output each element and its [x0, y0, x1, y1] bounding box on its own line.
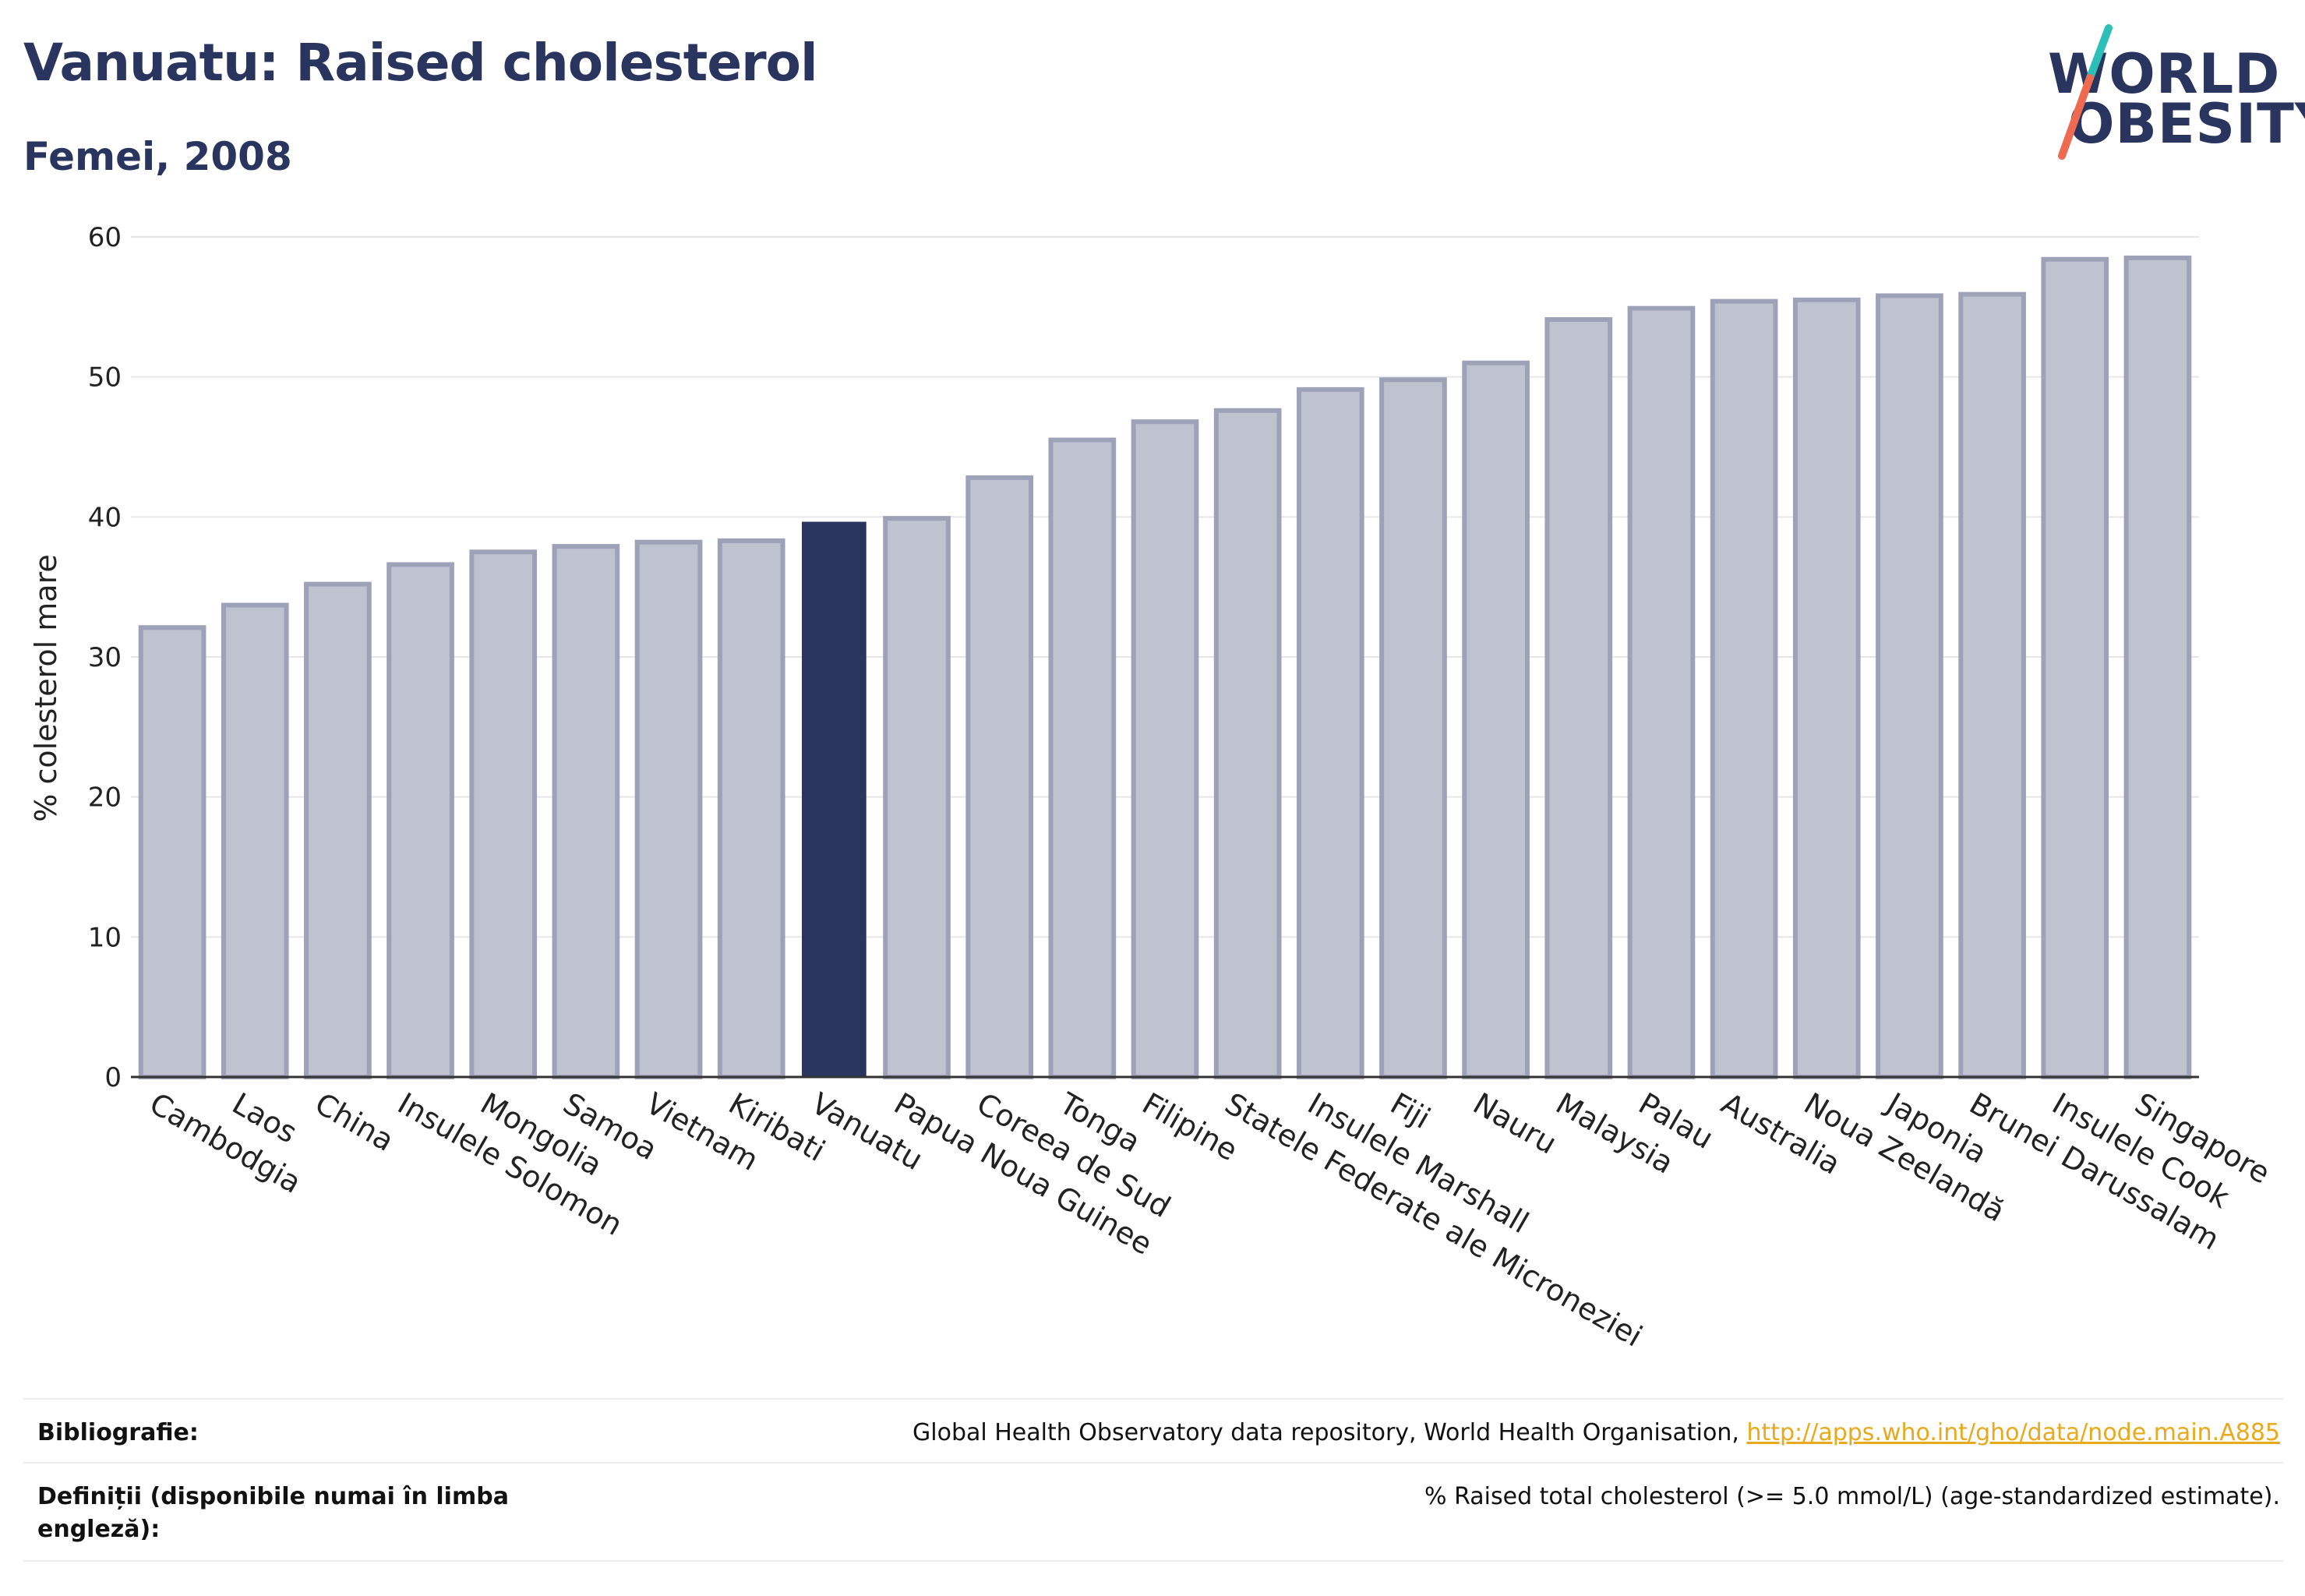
bar-filipine — [1131, 419, 1199, 1080]
bibliography-label: Bibliografie: — [37, 1419, 199, 1446]
bar-fiji — [1379, 377, 1447, 1079]
y-tick-label: 60 — [88, 222, 122, 253]
bibliography-text: Global Health Observatory data repositor… — [912, 1419, 1747, 1446]
footer-divider-bottom — [23, 1560, 2283, 1562]
footer-divider-middle — [23, 1462, 2283, 1464]
logo-line-2: OBESITY — [2068, 92, 2305, 156]
definitions-value: % Raised total cholesterol (>= 5.0 mmol/… — [1424, 1483, 2280, 1510]
bar-japonia — [1876, 293, 1943, 1079]
bar-tonga — [1048, 437, 1117, 1079]
bar-noua-zeelandă — [1792, 297, 1861, 1080]
footer-divider-top — [23, 1398, 2283, 1400]
bar-nauru — [1462, 360, 1530, 1079]
x-tick-label: Nauru — [1467, 1086, 1562, 1161]
chart-subtitle: Femei, 2008 — [23, 134, 292, 179]
bar-statele-federate-ale-microneziei — [1213, 408, 1282, 1079]
chart-title: Vanuatu: Raised cholesterol — [23, 33, 818, 93]
bar-insulele-solomon — [387, 562, 454, 1080]
definitions-label-line2: engleză): — [37, 1516, 161, 1543]
y-tick-label: 30 — [88, 642, 122, 673]
bar-insulele-cook — [2041, 256, 2109, 1079]
y-tick-label: 20 — [88, 782, 122, 814]
bar-brunei-darussalam — [1958, 291, 2026, 1079]
bar-laos — [221, 602, 289, 1079]
bar-singapore — [2123, 255, 2192, 1080]
bar-samoa — [552, 544, 620, 1079]
bar-papua-noua-guinee — [883, 516, 951, 1079]
y-tick-label: 50 — [88, 362, 122, 394]
definitions-label-line1: Definiții (disponibile numai în limba — [37, 1483, 509, 1510]
y-axis-label: % colesterol mare — [29, 554, 63, 821]
bar-kiribati — [717, 538, 785, 1080]
world-obesity-logo[interactable]: WORLD OBESITY — [2034, 23, 2305, 164]
bar-cambodgia — [138, 625, 206, 1079]
bar-china — [304, 581, 372, 1080]
x-tick-label: China — [309, 1086, 400, 1158]
y-tick-label: 0 — [104, 1062, 122, 1093]
definitions-label: Definiții (disponibile numai în limba en… — [37, 1481, 509, 1546]
bar-palau — [1627, 305, 1696, 1079]
bar-mongolia — [469, 549, 538, 1079]
bar-australia — [1710, 298, 1778, 1079]
y-tick-label: 10 — [88, 922, 122, 953]
bar-vietnam — [634, 539, 703, 1079]
x-tick-label: Filipine — [1137, 1086, 1244, 1168]
bar-vanuatu — [802, 521, 867, 1078]
bar-insulele-marshall — [1296, 387, 1364, 1079]
y-tick-label: 40 — [88, 502, 122, 533]
bibliography-value: Global Health Observatory data repositor… — [912, 1417, 2280, 1449]
bibliography-link[interactable]: http://apps.who.int/gho/data/node.main.A… — [1746, 1419, 2280, 1446]
bar-coreea-de-sud — [965, 475, 1034, 1079]
logo-slash-icon — [2058, 24, 2113, 160]
bar-malaysia — [1544, 317, 1613, 1079]
